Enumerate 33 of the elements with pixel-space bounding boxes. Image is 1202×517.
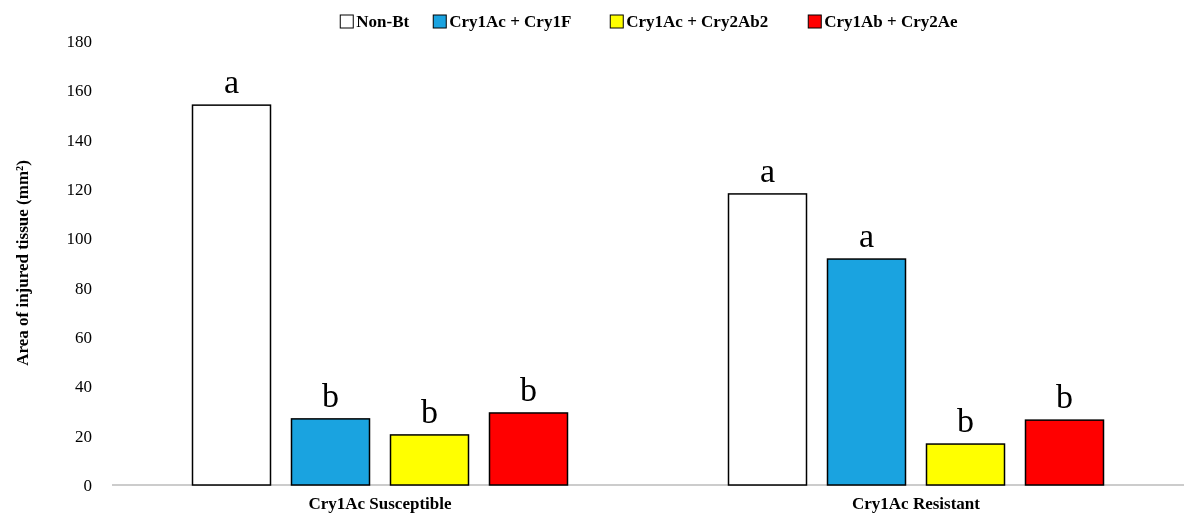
bar [727,193,808,486]
bar [1024,419,1105,486]
legend-label: Cry1Ac + Cry2Ab2 [626,11,769,31]
y-tick-label: 140 [66,130,92,150]
y-axis-title: Area of injured tissue (mm²) [13,160,32,366]
data-label: a [858,217,875,255]
bar [488,412,569,486]
legend-label: Non-Bt [356,11,410,31]
data-label: b [322,376,339,414]
data-label: a [223,63,240,101]
bar [826,258,907,486]
bar [925,443,1006,486]
x-tick-label: Cry1Ac Susceptible [308,494,452,513]
y-tick-label: 80 [75,278,92,298]
y-tick-label: 40 [75,377,92,397]
y-tick-label: 160 [66,81,92,101]
legend-label: Cry1Ac + Cry1F [449,11,572,31]
bar [389,434,470,486]
y-tick-label: 180 [66,31,92,51]
data-label: a [759,151,776,189]
y-tick-label: 120 [66,179,92,199]
bar [191,104,272,486]
data-label: b [957,402,974,440]
x-tick-label: Cry1Ac Resistant [852,494,981,513]
data-label: b [1056,378,1073,416]
y-tick-label: 20 [75,426,92,446]
bar [290,418,371,486]
y-tick-label: 100 [66,229,92,249]
y-tick-label: 0 [83,475,92,495]
legend-label: Cry1Ab + Cry2Ae [824,11,959,31]
y-tick-label: 60 [75,327,92,347]
data-label: b [520,370,537,408]
data-label: b [421,392,438,430]
